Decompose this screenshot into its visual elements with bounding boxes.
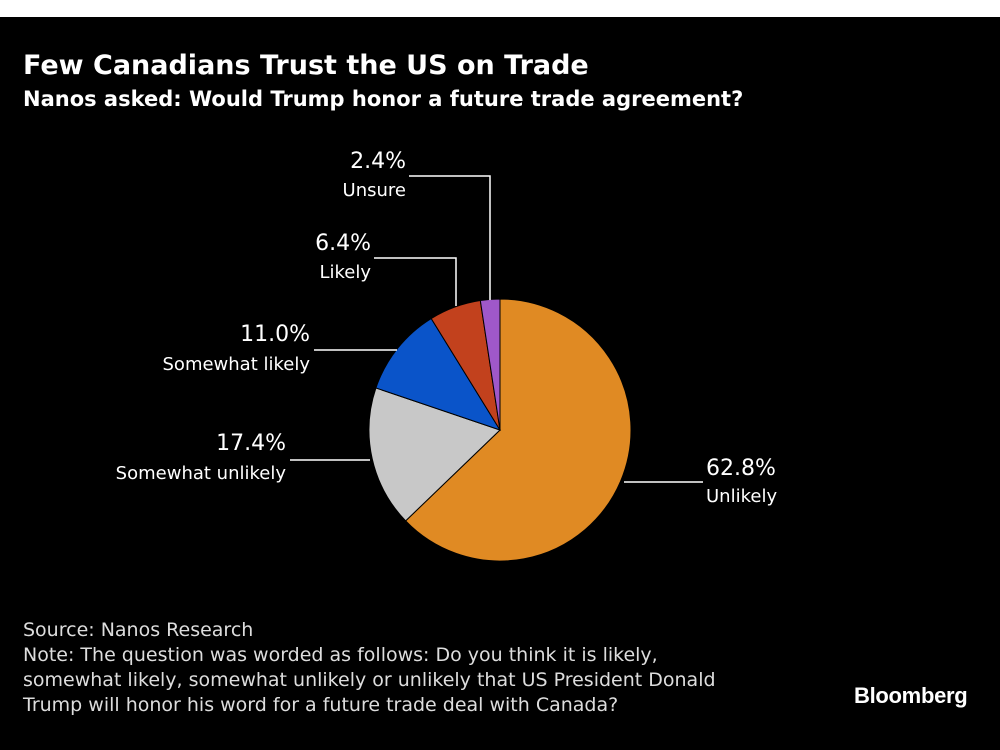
slice-category-label: Unlikely (706, 486, 777, 507)
pie-slice-unlikely (404, 298, 632, 562)
pie-slice-somewhat-unlikely (368, 387, 501, 522)
slice-category-label: Somewhat unlikely (116, 463, 287, 484)
slice-value-label: 11.0% (240, 322, 310, 347)
note-line: Trump will honor his word for a future t… (23, 694, 619, 716)
bloomberg-logo: Bloomberg (854, 683, 968, 708)
slice-category-label: Likely (319, 262, 371, 283)
slice-value-label: 62.8% (706, 456, 776, 481)
leader-lines (290, 175, 703, 483)
leader-line (374, 257, 457, 306)
slice-category-label: Unsure (343, 180, 406, 201)
source-note: Source: Nanos Research (23, 619, 254, 641)
note-line: Note: The question was worded as follows… (23, 644, 658, 666)
chart-footer: Source: Nanos Research Note: The questio… (23, 618, 716, 718)
slice-value-label: 6.4% (315, 231, 371, 256)
pie-slice-somewhat-likely (375, 317, 502, 431)
slice-value-label: 2.4% (350, 149, 406, 174)
leader-line (409, 175, 491, 300)
chart-title: Few Canadians Trust the US on Trade (23, 50, 589, 81)
slice-labels: 62.8% Unlikely 17.4% Somewhat unlikely 11.0%… (116, 149, 778, 507)
slice-value-label: 17.4% (216, 431, 286, 456)
chart-subtitle: Nanos asked: Would Trump honor a future … (23, 87, 744, 111)
pie-slices (368, 298, 632, 562)
slice-category-label: Somewhat likely (163, 354, 311, 375)
note-line: somewhat likely, somewhat unlikely or un… (23, 669, 716, 691)
